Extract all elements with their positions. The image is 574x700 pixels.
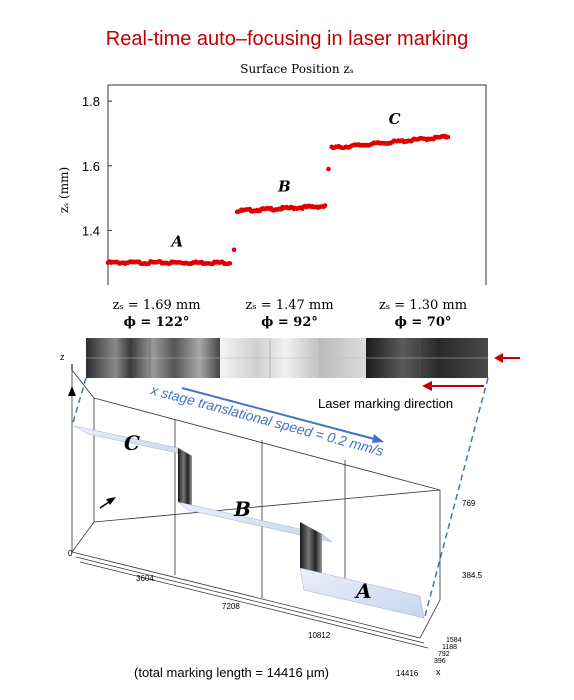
render-3d: Laser marking direction z C B A x stage … [60,338,520,680]
step-label-c: C [124,431,140,455]
chart-title: Surface Position zₛ [240,62,354,76]
speed-arrowhead [372,434,384,443]
data-point [231,247,237,253]
plot-frame [107,84,487,285]
segment-annotation: A [169,233,183,251]
data-point [227,261,233,266]
data-point [326,166,331,172]
strip-labels: zₛ = 1.69 mm ϕ = 122° zₛ = 1.47 mm ϕ = 9… [90,298,490,334]
label-z-3: zₛ = 1.30 mm [378,298,468,313]
y-tick-2: 792 [438,651,450,658]
y-tick-3: 396 [434,658,446,665]
page-title: Real-time auto–focusing in laser marking [105,28,469,50]
label-phi-1: ϕ = 122° [123,315,190,330]
speed-arrow [181,387,379,441]
x-tick-4: 14416 [396,669,419,678]
projection-line-right [423,377,489,621]
step-surfaces [73,425,425,619]
box-frame [71,369,441,649]
right-tick-1: 384.5 [462,571,483,580]
projection-line-left [71,377,87,427]
label-phi-2: ϕ = 92° [261,315,318,330]
surface-position-chart: Surface Position zₛtime (s)zₛ (mm)020406… [57,62,487,285]
x-tick-0: 0 [68,549,73,558]
laser-direction-arrow [422,353,520,391]
y-tick-label: 1.4 [82,223,100,238]
marking-strip [86,338,488,378]
y-axis-label: zₛ (mm) [57,167,71,213]
speed-label: x stage translational speed = 0.2 mm/s [148,381,385,459]
data-point [322,203,328,208]
axis-x-label: x [436,667,441,677]
step-label-b: B [233,497,251,521]
label-z-1: zₛ = 1.69 mm [112,298,201,313]
y-arrowhead [106,497,116,505]
z-axis-arrowhead [68,386,76,396]
data-point [445,134,451,140]
step-label-a: A [354,579,372,603]
x-tick-3: 10812 [308,631,331,640]
x-tick-2: 7208 [222,602,240,611]
axis-z-label: z [60,352,65,362]
right-tick-0: 769 [462,499,476,508]
label-z-2: zₛ = 1.47 mm [245,298,334,313]
segment-annotation: B [277,178,291,196]
segment-annotation: C [389,110,401,128]
y-tick-1: 1188 [442,644,457,651]
y-tick-0: 1584 [446,637,462,644]
total-length-caption: (total marking length = 14416 µm) [134,665,329,680]
y-tick-label: 1.8 [82,94,100,109]
x-tick-1: 3604 [136,574,154,583]
y-tick-label: 1.6 [82,159,100,174]
label-phi-3: ϕ = 70° [394,315,452,330]
laser-direction-label: Laser marking direction [318,396,453,411]
